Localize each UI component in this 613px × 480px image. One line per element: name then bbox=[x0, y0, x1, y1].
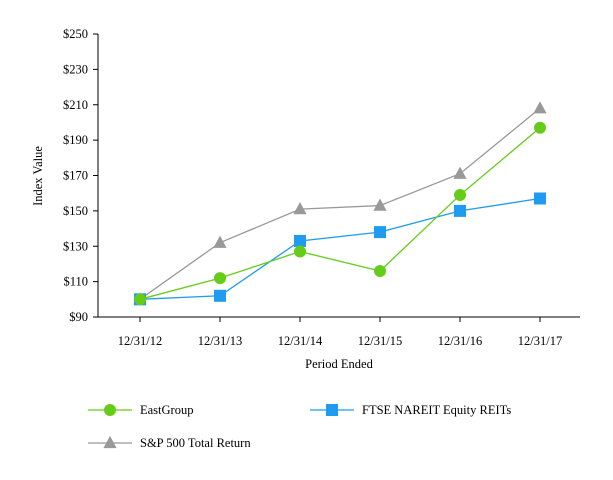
data-point-eastgroup bbox=[214, 272, 226, 285]
x-tick-label: 12/31/16 bbox=[438, 334, 482, 348]
data-point-s-p-500-total-return bbox=[373, 198, 387, 211]
data-point-ftse-nareit-equity-reits bbox=[454, 204, 466, 217]
data-point-s-p-500-total-return bbox=[453, 166, 467, 179]
data-point-eastgroup bbox=[374, 265, 386, 278]
legend-item-s-p-500-total-return: S&P 500 Total Return bbox=[88, 435, 251, 450]
data-point-eastgroup bbox=[294, 245, 306, 258]
x-tick-label: 12/31/17 bbox=[518, 334, 562, 348]
y-axis-ticks: $90 $110 $130 $150 $170 $190 $210 $230 $250 bbox=[63, 27, 98, 324]
data-point-eastgroup bbox=[134, 293, 146, 306]
series-group bbox=[133, 101, 547, 306]
series-line-s-p-500-total-return bbox=[139, 107, 541, 300]
legend-marker bbox=[104, 404, 116, 416]
legend-label: EastGroup bbox=[140, 403, 193, 417]
y-tick-label: $150 bbox=[63, 204, 88, 218]
axes bbox=[97, 34, 580, 318]
data-point-ftse-nareit-equity-reits bbox=[534, 192, 546, 205]
data-point-ftse-nareit-equity-reits bbox=[294, 234, 306, 247]
y-tick-label: $130 bbox=[63, 239, 88, 253]
data-point-s-p-500-total-return bbox=[293, 202, 307, 215]
legend-item-ftse-nareit-equity-reits: FTSE NAREIT Equity REITs bbox=[310, 403, 511, 417]
legend-marker bbox=[103, 435, 117, 449]
x-tick-label: 12/31/13 bbox=[198, 334, 242, 348]
data-point-s-p-500-total-return bbox=[533, 101, 547, 114]
legend-item-eastgroup: EastGroup bbox=[88, 403, 193, 417]
y-tick-label: $230 bbox=[63, 62, 88, 76]
data-point-eastgroup bbox=[454, 188, 466, 201]
legend-marker bbox=[326, 404, 338, 416]
y-tick-label: $170 bbox=[63, 169, 88, 183]
series-eastgroup bbox=[134, 121, 546, 306]
series-s-p-500-total-return bbox=[133, 101, 547, 305]
x-axis-label: Period Ended bbox=[305, 357, 373, 371]
data-point-ftse-nareit-equity-reits bbox=[374, 226, 386, 239]
x-tick-label: 12/31/15 bbox=[358, 334, 402, 348]
legend-label: S&P 500 Total Return bbox=[140, 436, 251, 450]
data-point-ftse-nareit-equity-reits bbox=[214, 289, 226, 302]
y-axis-label: Index Value bbox=[31, 146, 45, 206]
x-tick-label: 12/31/14 bbox=[278, 334, 323, 348]
y-tick-label: $90 bbox=[69, 310, 88, 324]
y-tick-label: $210 bbox=[63, 98, 88, 112]
x-axis-ticks: 12/31/12 12/31/13 12/31/14 12/31/15 12/31/16… bbox=[118, 317, 562, 348]
y-tick-label: $110 bbox=[63, 275, 88, 289]
data-point-eastgroup bbox=[534, 121, 546, 134]
y-tick-label: $190 bbox=[63, 133, 88, 147]
series-line-eastgroup bbox=[139, 127, 541, 300]
x-tick-label: 12/31/12 bbox=[118, 334, 162, 348]
data-point-s-p-500-total-return bbox=[213, 235, 227, 248]
series-line-ftse-nareit-equity-reits bbox=[139, 197, 541, 300]
legend-label: FTSE NAREIT Equity REITs bbox=[362, 403, 511, 417]
series-ftse-nareit-equity-reits bbox=[134, 192, 546, 306]
legend: EastGroup FTSE NAREIT Equity REITs S&P 500… bbox=[88, 403, 511, 450]
y-tick-label: $250 bbox=[63, 27, 88, 41]
